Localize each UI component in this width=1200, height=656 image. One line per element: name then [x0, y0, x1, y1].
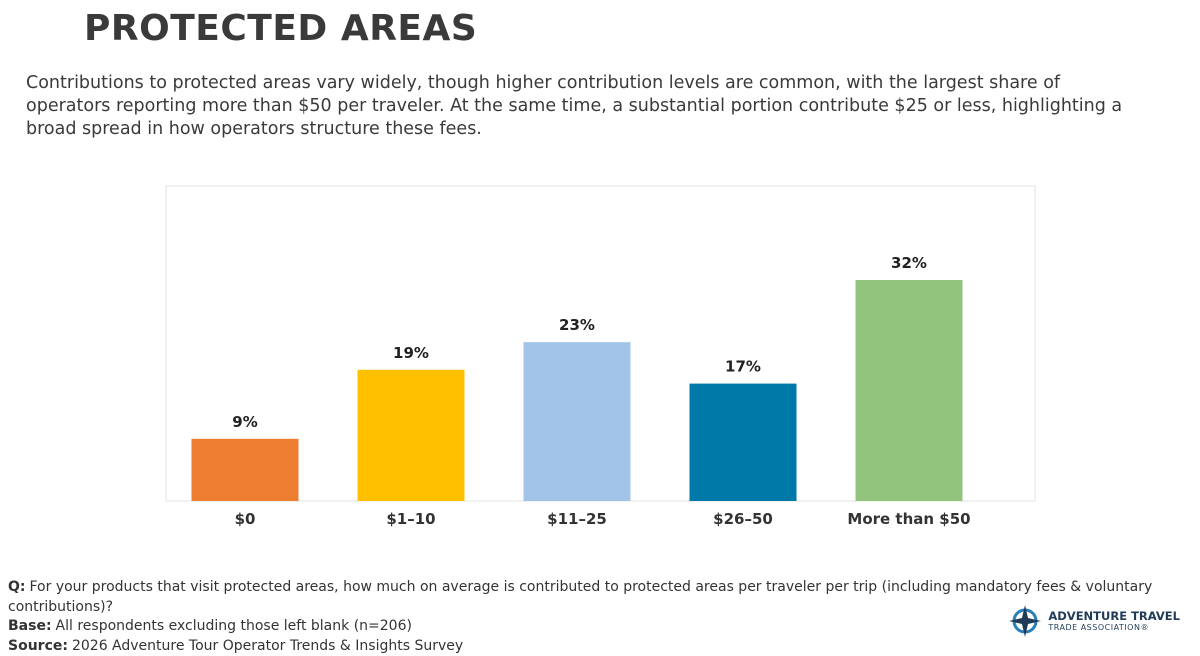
- note-label: Base:: [8, 618, 52, 634]
- note-text: All respondents excluding those left bla…: [56, 618, 412, 634]
- note-label: Source:: [8, 638, 68, 654]
- logo-icon: [1008, 604, 1042, 638]
- bar: [856, 280, 963, 501]
- x-tick-label: $0: [235, 510, 256, 528]
- x-tick-label: More than $50: [847, 510, 970, 528]
- value-label: 23%: [559, 316, 595, 334]
- x-tick-label: $11–25: [547, 510, 607, 528]
- note: Source:2026 Adventure Tour Operator Tren…: [8, 637, 1200, 656]
- bar: [524, 342, 631, 501]
- note-text: For your products that visit protected a…: [8, 579, 1152, 615]
- logo: ADVENTURE TRAVEL TRADE ASSOCIATION®: [1008, 604, 1180, 638]
- value-label: 32%: [891, 254, 927, 272]
- logo-line: TRADE ASSOCIATION®: [1048, 623, 1180, 632]
- value-label: 19%: [393, 344, 429, 362]
- logo-line: ADVENTURE TRAVEL: [1048, 610, 1180, 623]
- value-label: 9%: [232, 413, 257, 431]
- chart: 9% $0 19% $1–10 23% $11–25 17% $26–50 32% More th…: [0, 0, 1200, 560]
- note-label: Q:: [8, 579, 26, 595]
- note-text: 2026 Adventure Tour Operator Trends & In…: [72, 638, 463, 654]
- bar: [358, 370, 465, 501]
- value-label: 17%: [725, 358, 761, 376]
- bar: [690, 384, 797, 501]
- x-tick-label: $1–10: [386, 510, 435, 528]
- x-tick-label: $26–50: [713, 510, 773, 528]
- bar: [192, 439, 299, 501]
